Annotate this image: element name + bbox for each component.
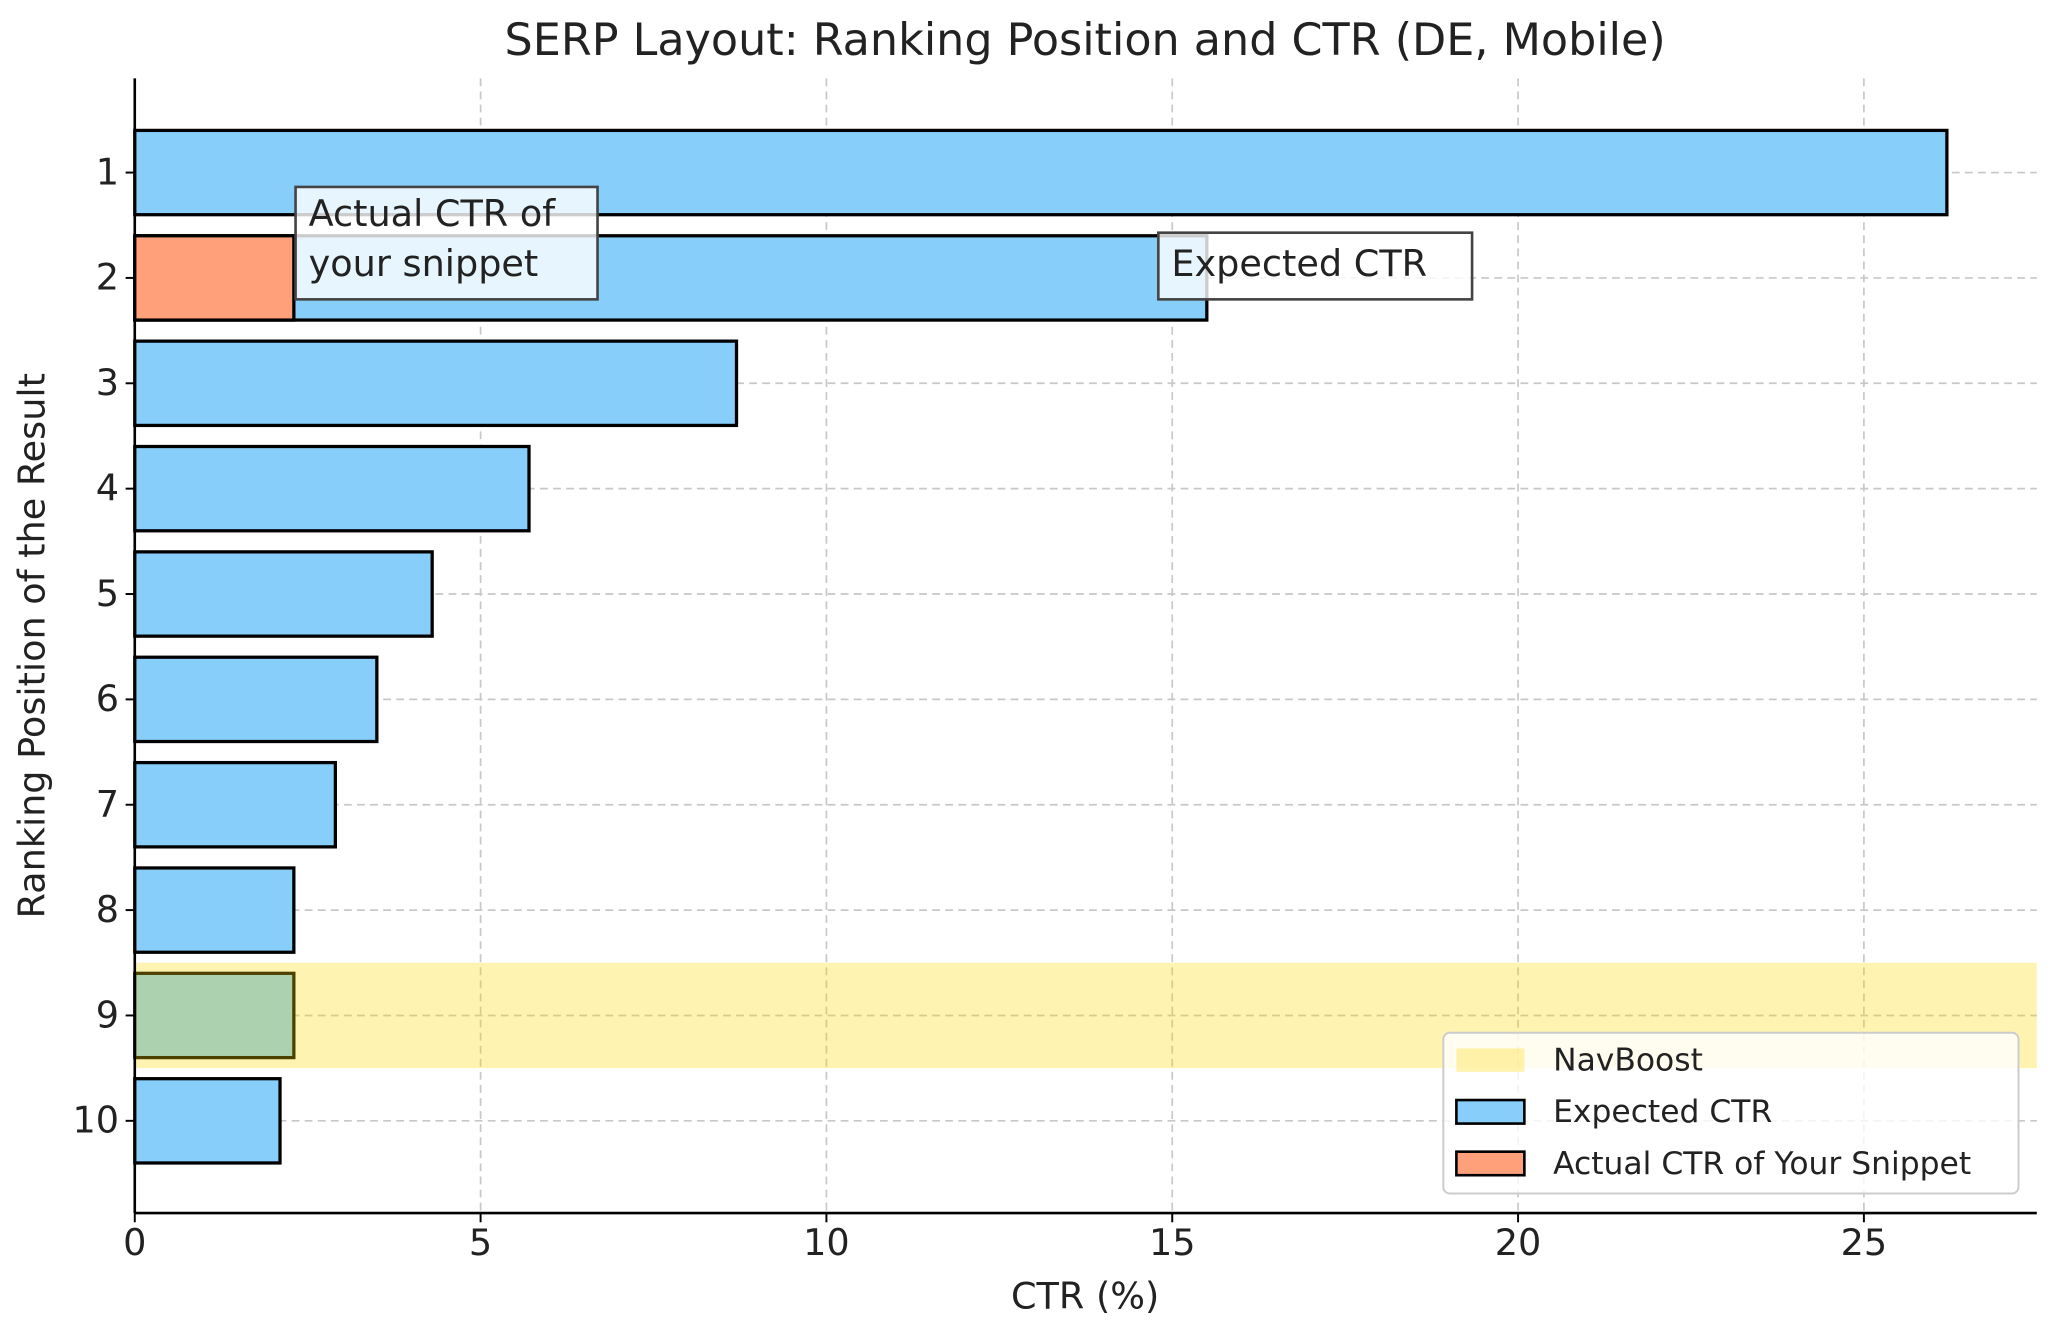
bar <box>133 971 296 1060</box>
bar <box>133 234 296 322</box>
chart-title: SERP Layout: Ranking Position and CTR (D… <box>505 15 1666 66</box>
annotation-box <box>294 185 599 301</box>
bar <box>133 1077 282 1165</box>
x-tick-label: 0 <box>123 1221 146 1264</box>
bar <box>133 760 337 849</box>
x-tick-label: 25 <box>1841 1221 1888 1264</box>
x-axis-label: CTR (%) <box>1011 1275 1159 1318</box>
x-tick-label: 5 <box>469 1221 492 1264</box>
bar <box>133 444 531 533</box>
bar <box>133 550 434 638</box>
x-tick-label: 15 <box>1149 1221 1196 1264</box>
legend-swatch <box>1456 1048 1525 1072</box>
y-tick-label: 6 <box>96 677 119 720</box>
legend-swatch <box>1455 1098 1526 1125</box>
y-tick-label: 4 <box>96 466 119 509</box>
bar <box>133 339 739 428</box>
legend-label: NavBoost <box>1553 1042 1703 1078</box>
y-tick-label: 1 <box>96 150 119 193</box>
annotation: your snippet <box>309 242 539 285</box>
legend-label: Expected CTR <box>1553 1094 1772 1130</box>
bar <box>133 866 296 954</box>
y-tick-label: 2 <box>96 256 119 299</box>
bar <box>133 655 379 744</box>
y-tick-label: 9 <box>96 993 119 1036</box>
y-tick-label: 7 <box>96 783 119 826</box>
legend-swatch <box>1455 1150 1526 1177</box>
y-tick-label: 5 <box>96 572 119 615</box>
legend-box <box>1442 1031 2020 1195</box>
x-tick-label: 10 <box>803 1221 850 1264</box>
y-tick-label: 10 <box>73 1099 120 1142</box>
annotation-box <box>1157 231 1474 301</box>
y-axis-label: Ranking Position of the Result <box>11 373 54 918</box>
y-tick-label: 8 <box>96 888 119 931</box>
x-tick-label: 20 <box>1495 1221 1542 1264</box>
annotation: Actual CTR of <box>309 192 557 235</box>
legend-label: Actual CTR of Your Snippet <box>1553 1146 1971 1182</box>
annotation: Expected CTR <box>1171 242 1427 285</box>
y-tick-label: 3 <box>96 361 119 404</box>
